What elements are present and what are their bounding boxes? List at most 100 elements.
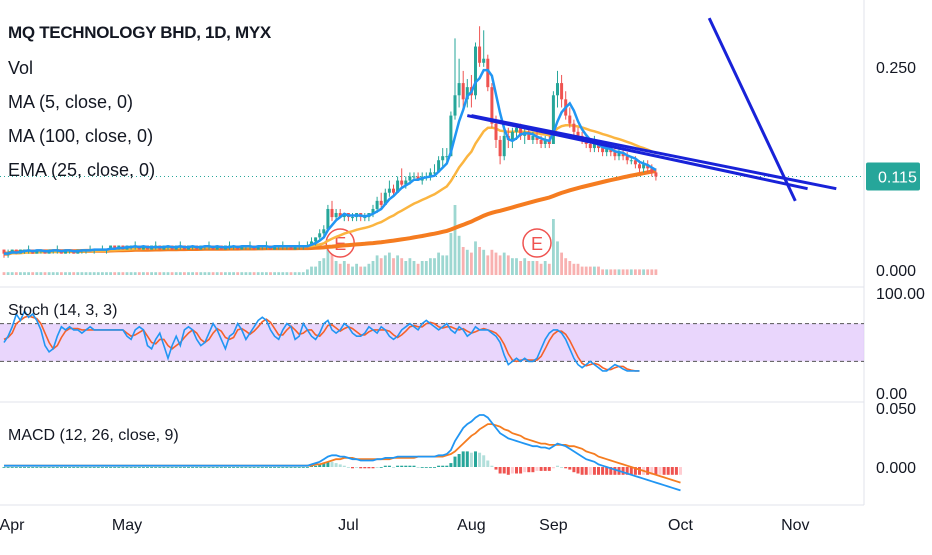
volume-bar xyxy=(322,258,326,275)
volume-bar xyxy=(301,272,305,275)
x-tick-label: Aug xyxy=(457,517,485,534)
volume-bar xyxy=(441,255,445,275)
candle-body xyxy=(457,83,461,96)
volume-bar xyxy=(367,263,371,275)
macd-histogram-bar xyxy=(404,465,408,467)
macd-histogram-bar xyxy=(59,467,63,468)
volume-bar xyxy=(6,272,10,275)
macd-histogram-bar xyxy=(334,463,338,467)
volume-bar xyxy=(547,263,551,275)
macd-histogram-bar xyxy=(400,465,404,467)
volume-bar xyxy=(137,272,141,275)
volume-bar xyxy=(183,272,186,275)
macd-histogram-bar xyxy=(469,452,473,467)
candle-body xyxy=(638,164,641,169)
volume-bar xyxy=(314,266,317,275)
volume-bar xyxy=(297,272,301,275)
macd-histogram-bar xyxy=(494,467,498,470)
legend-volume[interactable]: Vol xyxy=(8,58,34,78)
volume-bar xyxy=(629,269,633,275)
macd-histogram-bar xyxy=(527,467,531,473)
macd-histogram-bar xyxy=(27,467,31,468)
volume-bar xyxy=(363,266,367,275)
price-tick-label: 0.000 xyxy=(876,263,916,280)
volume-bar xyxy=(375,255,379,275)
legend-ma100[interactable]: MA (100, close, 0) xyxy=(8,126,154,146)
macd-histogram-bar xyxy=(39,467,43,468)
volume-bar xyxy=(174,272,178,275)
macd-histogram-bar xyxy=(289,467,293,468)
volume-bar xyxy=(486,255,490,275)
ma5-line xyxy=(4,68,657,255)
candle-body xyxy=(474,46,477,96)
volume-bar xyxy=(478,247,481,275)
volume-bar xyxy=(260,272,264,275)
legend-ema25[interactable]: EMA (25, close, 0) xyxy=(8,160,156,180)
candle-body xyxy=(498,139,502,157)
macd-histogram-bar xyxy=(277,467,281,468)
volume-bar xyxy=(96,272,100,275)
macd-histogram-bar xyxy=(670,467,674,475)
macd-histogram-bar xyxy=(285,467,289,468)
candle-body xyxy=(412,176,416,178)
macd-histogram-bar xyxy=(523,467,527,473)
stoch-lines xyxy=(3,309,640,372)
volume-bar xyxy=(383,255,387,275)
macd-histogram-bar xyxy=(629,467,633,475)
macd-histogram-bar xyxy=(625,467,629,475)
macd-histogram-bar xyxy=(580,467,584,475)
candle-body xyxy=(539,139,543,144)
candle-body xyxy=(617,152,621,157)
macd-histogram-bar xyxy=(158,467,162,468)
macd-histogram-bar xyxy=(679,467,682,475)
volume-bar xyxy=(117,272,121,275)
volume-bar xyxy=(133,272,137,275)
macd-histogram-bar xyxy=(482,455,486,467)
macd-histogram-bar xyxy=(55,467,59,468)
candle-body xyxy=(625,156,629,161)
volume-bar xyxy=(129,272,133,275)
macd-histogram-bar xyxy=(232,467,236,468)
macd-histogram-bar xyxy=(564,467,568,469)
macd-histogram-bar xyxy=(314,465,318,467)
volume-bar xyxy=(470,252,473,275)
trendlines[interactable] xyxy=(466,17,837,202)
macd-histogram-bar xyxy=(662,467,666,475)
legend-stoch[interactable]: Stoch (14, 3, 3) xyxy=(8,302,118,319)
candle-body xyxy=(392,188,395,193)
volume-bar xyxy=(289,272,293,275)
candle-body xyxy=(568,115,572,124)
macd-histogram-bar xyxy=(633,467,637,475)
macd-histogram-bar xyxy=(371,467,375,469)
macd-histogram-bar xyxy=(154,467,158,468)
candle-body xyxy=(490,87,494,124)
candle-body xyxy=(650,168,654,173)
macd-histogram-bar xyxy=(146,467,149,468)
volume-bar xyxy=(424,261,428,275)
legend-ma5[interactable]: MA (5, close, 0) xyxy=(8,92,134,112)
volume-bar xyxy=(445,255,449,275)
volume-bar xyxy=(248,272,252,275)
volume-bar xyxy=(617,269,621,275)
macd-histogram-bar xyxy=(457,454,461,467)
candle-body xyxy=(556,83,559,96)
macd-histogram-bar xyxy=(375,467,379,468)
volume-bar xyxy=(84,272,88,275)
volume-bar xyxy=(228,272,231,275)
volume-bar xyxy=(207,272,211,275)
volume-bar xyxy=(244,272,248,275)
volume-bar xyxy=(420,261,424,275)
volume-bar xyxy=(154,272,158,275)
legend-macd[interactable]: MACD (12, 26, close, 9) xyxy=(8,427,179,444)
macd-histogram-bar xyxy=(535,467,539,471)
chart-title: MQ TECHNOLOGY BHD, 1D, MYX xyxy=(8,23,271,42)
macd-histogram-bar xyxy=(408,465,412,467)
macd-histogram-bar xyxy=(174,467,178,468)
volume-bar xyxy=(650,269,654,275)
volume-bar xyxy=(285,272,289,275)
volume-bar xyxy=(330,252,334,275)
macd-histogram-bar xyxy=(273,467,277,468)
